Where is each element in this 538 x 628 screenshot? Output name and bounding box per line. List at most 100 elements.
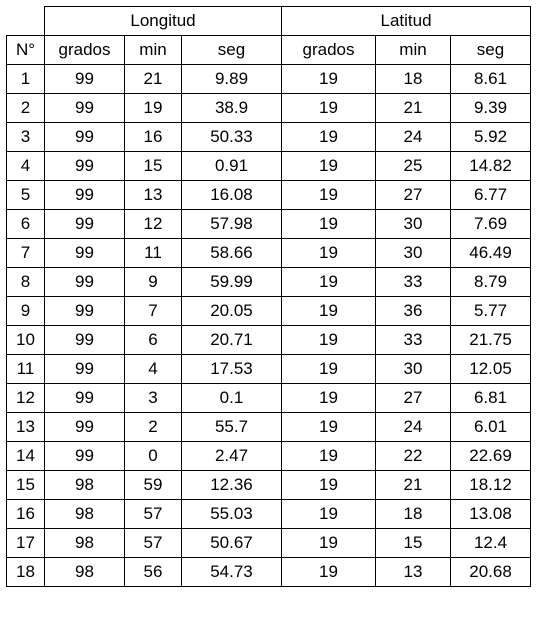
column-header-latitude-minutes: min: [375, 35, 451, 65]
longitude-seconds-cell: 0.91: [181, 151, 282, 181]
latitude-degrees-cell: 19: [281, 470, 376, 500]
point-number-cell: 11: [6, 354, 45, 384]
point-number-cell: 7: [6, 238, 45, 268]
longitude-degrees-cell: 99: [44, 122, 125, 152]
point-number-cell: 16: [6, 499, 45, 529]
longitude-minutes-cell: 21: [124, 64, 182, 94]
longitude-seconds-cell: 17.53: [181, 354, 282, 384]
latitude-degrees-cell: 19: [281, 209, 376, 239]
table-row: 13 99 2 55.7 19 24 6.01: [6, 412, 532, 442]
latitude-minutes-cell: 21: [375, 93, 451, 123]
latitude-degrees-cell: 19: [281, 412, 376, 442]
longitude-group-header: Longitud: [44, 6, 282, 36]
point-number-cell: 5: [6, 180, 45, 210]
column-header-longitude-minutes: min: [124, 35, 182, 65]
longitude-seconds-cell: 59.99: [181, 267, 282, 297]
longitude-minutes-cell: 57: [124, 528, 182, 558]
longitude-degrees-cell: 98: [44, 528, 125, 558]
latitude-minutes-cell: 30: [375, 209, 451, 239]
longitude-seconds-cell: 58.66: [181, 238, 282, 268]
longitude-degrees-cell: 99: [44, 354, 125, 384]
longitude-minutes-cell: 7: [124, 296, 182, 326]
point-number-cell: 17: [6, 528, 45, 558]
latitude-minutes-cell: 21: [375, 470, 451, 500]
table-row: 3 99 16 50.33 19 24 5.92: [6, 122, 532, 152]
point-number-cell: 18: [6, 557, 45, 587]
longitude-seconds-cell: 55.03: [181, 499, 282, 529]
latitude-degrees-cell: 19: [281, 383, 376, 413]
point-number-cell: 13: [6, 412, 45, 442]
latitude-minutes-cell: 15: [375, 528, 451, 558]
latitude-degrees-cell: 19: [281, 499, 376, 529]
latitude-degrees-cell: 19: [281, 557, 376, 587]
longitude-degrees-cell: 99: [44, 267, 125, 297]
latitude-seconds-cell: 6.01: [449, 412, 532, 442]
longitude-seconds-cell: 20.71: [181, 325, 282, 355]
latitude-minutes-cell: 27: [375, 180, 451, 210]
longitude-seconds-cell: 38.9: [181, 93, 282, 123]
table-row: 9 99 7 20.05 19 36 5.77: [6, 296, 532, 326]
longitude-degrees-cell: 99: [44, 325, 125, 355]
longitude-minutes-cell: 57: [124, 499, 182, 529]
latitude-degrees-cell: 19: [281, 151, 376, 181]
latitude-degrees-cell: 19: [281, 122, 376, 152]
latitude-seconds-cell: 9.39: [449, 93, 532, 123]
latitude-minutes-cell: 27: [375, 383, 451, 413]
longitude-minutes-cell: 12: [124, 209, 182, 239]
longitude-minutes-cell: 0: [124, 441, 182, 471]
longitude-degrees-cell: 99: [44, 209, 125, 239]
longitude-minutes-cell: 56: [124, 557, 182, 587]
latitude-degrees-cell: 19: [281, 267, 376, 297]
latitude-seconds-cell: 20.68: [449, 557, 532, 587]
point-number-cell: 14: [6, 441, 45, 471]
longitude-minutes-cell: 4: [124, 354, 182, 384]
latitude-seconds-cell: 18.12: [449, 470, 532, 500]
point-number-cell: 12: [6, 383, 45, 413]
coordinates-table: Longitud Latitud N° grados min seg grado…: [6, 6, 532, 587]
latitude-minutes-cell: 30: [375, 354, 451, 384]
longitude-seconds-cell: 12.36: [181, 470, 282, 500]
table-row: 18 98 56 54.73 19 13 20.68: [6, 557, 532, 587]
latitude-degrees-cell: 19: [281, 528, 376, 558]
point-number-cell: 6: [6, 209, 45, 239]
column-header-row: N° grados min seg grados min seg: [6, 35, 532, 65]
table-body: Longitud Latitud N° grados min seg grado…: [6, 6, 532, 587]
longitude-degrees-cell: 98: [44, 499, 125, 529]
column-header-latitude-degrees: grados: [281, 35, 376, 65]
longitude-minutes-cell: 16: [124, 122, 182, 152]
longitude-seconds-cell: 57.98: [181, 209, 282, 239]
point-number-cell: 15: [6, 470, 45, 500]
longitude-minutes-cell: 59: [124, 470, 182, 500]
longitude-seconds-cell: 2.47: [181, 441, 282, 471]
longitude-minutes-cell: 3: [124, 383, 182, 413]
table-row: 8 99 9 59.99 19 33 8.79: [6, 267, 532, 297]
longitude-degrees-cell: 99: [44, 93, 125, 123]
latitude-degrees-cell: 19: [281, 441, 376, 471]
longitude-minutes-cell: 11: [124, 238, 182, 268]
latitude-seconds-cell: 13.08: [449, 499, 532, 529]
latitude-seconds-cell: 14.82: [449, 151, 532, 181]
table-row: 6 99 12 57.98 19 30 7.69: [6, 209, 532, 239]
latitude-seconds-cell: 5.77: [449, 296, 532, 326]
table-row: 4 99 15 0.91 19 25 14.82: [6, 151, 532, 181]
column-header-number: N°: [6, 35, 45, 65]
latitude-seconds-cell: 22.69: [449, 441, 532, 471]
point-number-cell: 8: [6, 267, 45, 297]
latitude-seconds-cell: 6.77: [449, 180, 532, 210]
column-header-longitude-seconds: seg: [181, 35, 282, 65]
point-number-cell: 9: [6, 296, 45, 326]
table-row: 11 99 4 17.53 19 30 12.05: [6, 354, 532, 384]
longitude-degrees-cell: 98: [44, 557, 125, 587]
latitude-seconds-cell: 7.69: [449, 209, 532, 239]
latitude-minutes-cell: 18: [375, 499, 451, 529]
longitude-seconds-cell: 50.33: [181, 122, 282, 152]
latitude-seconds-cell: 12.4: [449, 528, 532, 558]
column-header-latitude-seconds: seg: [449, 35, 532, 65]
latitude-degrees-cell: 19: [281, 325, 376, 355]
point-number-cell: 10: [6, 325, 45, 355]
latitude-degrees-cell: 19: [281, 238, 376, 268]
latitude-seconds-cell: 12.05: [449, 354, 532, 384]
latitude-seconds-cell: 6.81: [449, 383, 532, 413]
longitude-degrees-cell: 99: [44, 151, 125, 181]
point-number-cell: 4: [6, 151, 45, 181]
